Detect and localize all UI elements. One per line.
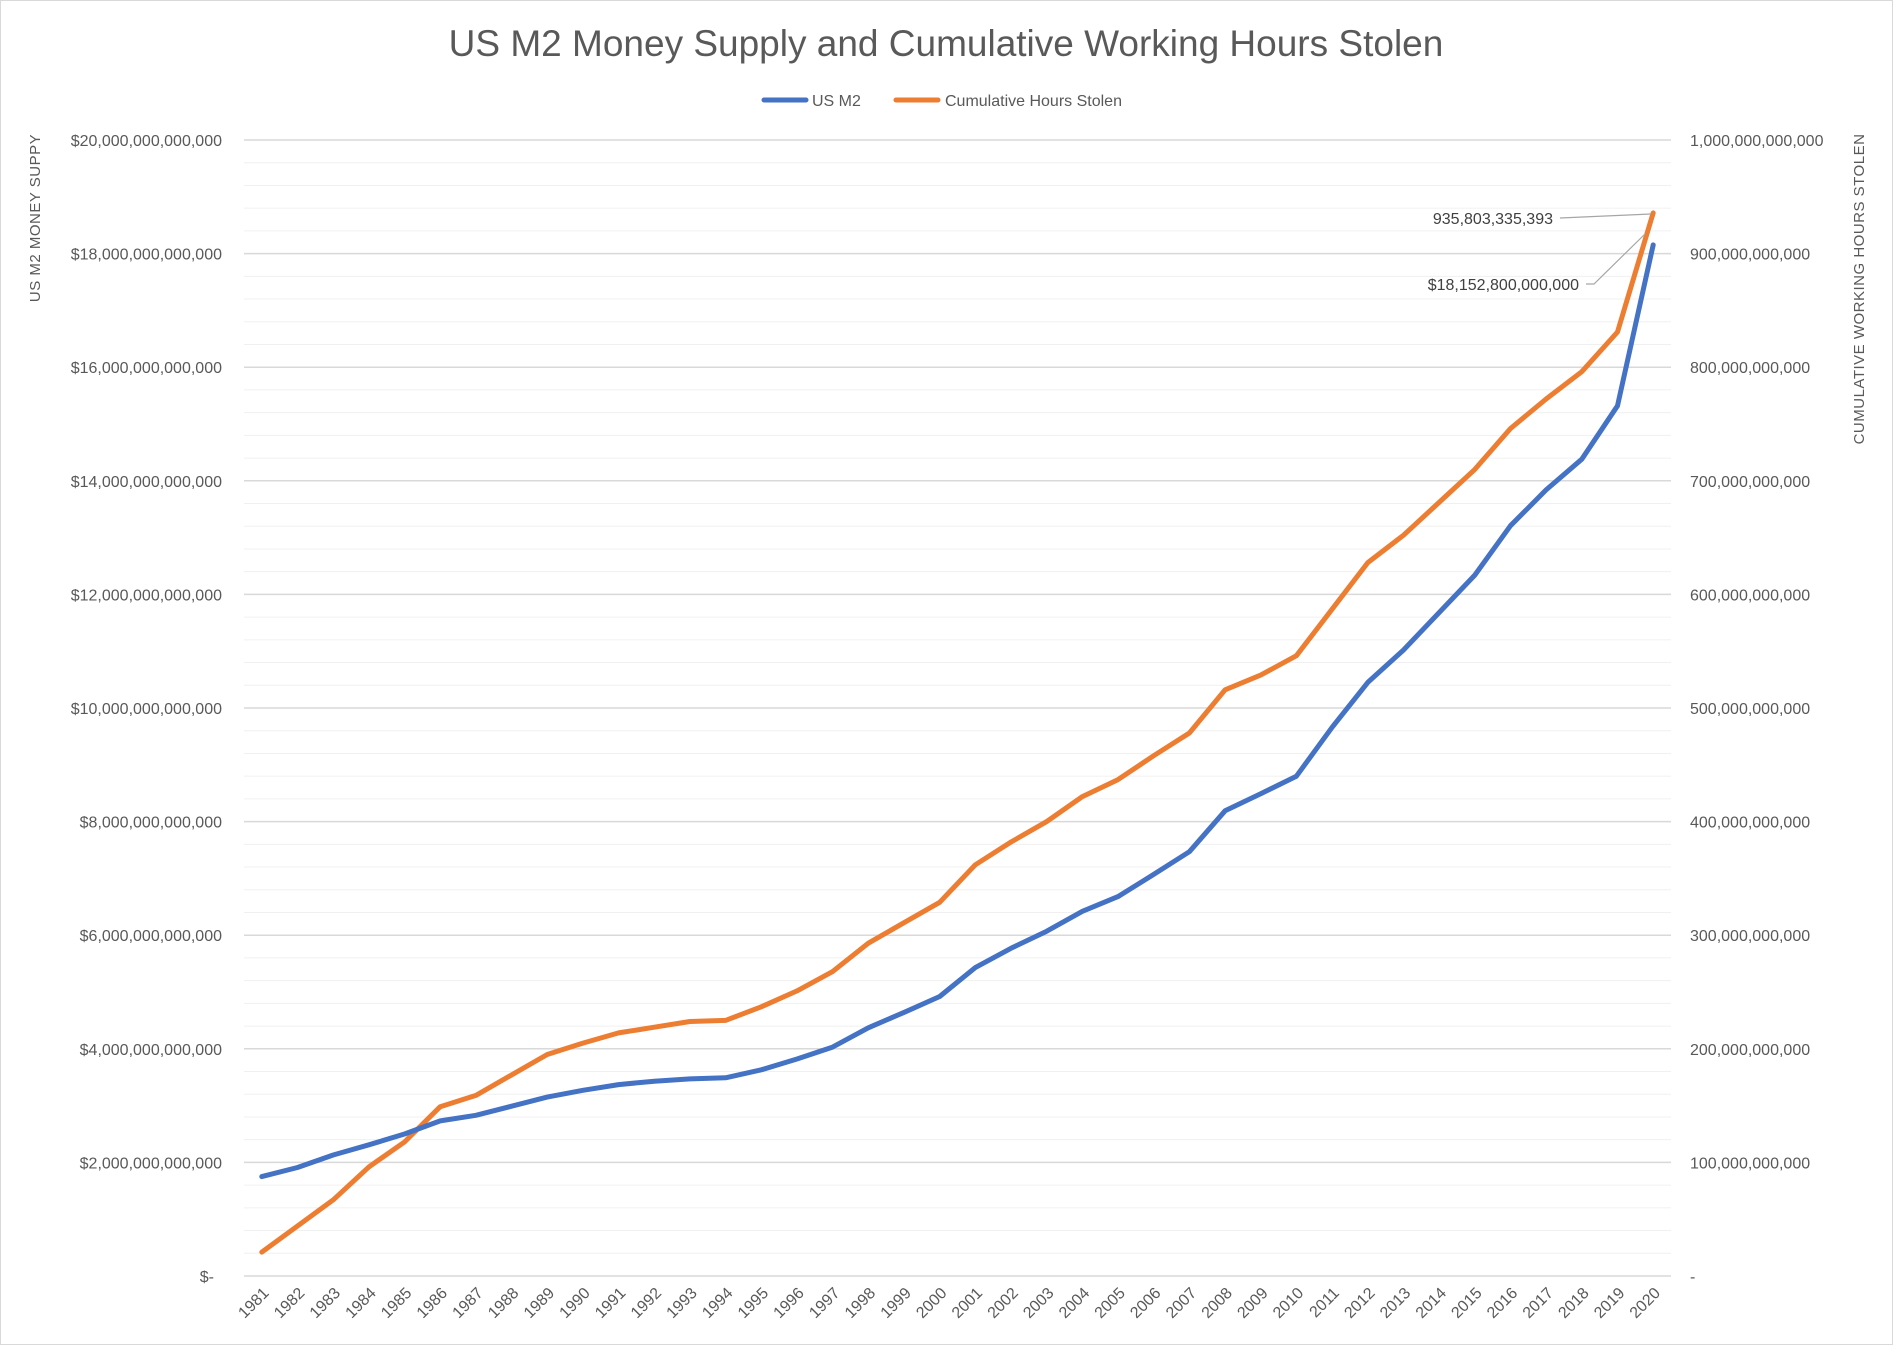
y2-tick-label: 600,000,000,000	[1690, 587, 1810, 604]
gridlines	[244, 139, 1671, 1277]
y-tick-label: $16,000,000,000,000	[71, 360, 222, 377]
y2-tick-label: 700,000,000,000	[1690, 474, 1810, 491]
legend-label-hours: Cumulative Hours Stolen	[945, 93, 1122, 110]
y-tick-label: $6,000,000,000,000	[80, 928, 222, 945]
y-axis-right-title: CUMULATIVE WORKING HOURS STOLEN	[1851, 134, 1868, 445]
y-tick-label: $8,000,000,000,000	[80, 815, 222, 832]
data-labels: 935,803,335,393 $18,152,800,000,000	[1428, 211, 1652, 294]
series-line-us-m2	[259, 242, 1656, 1180]
series-lines	[259, 210, 1656, 1255]
leader-line-hours	[1559, 213, 1652, 219]
y-axis-right: - 100,000,000,000 200,000,000,000 300,000,0…	[1690, 133, 1824, 1286]
y-axis-left: $- $2,000,000,000,000 $4,000,000,000,000 $6…	[71, 133, 222, 1286]
data-label-m2-2020: $18,152,800,000,000	[1428, 277, 1579, 294]
y-tick-label: $4,000,000,000,000	[80, 1042, 222, 1059]
y-tick-label: $20,000,000,000,000	[71, 133, 222, 150]
y-tick-label: $18,000,000,000,000	[71, 247, 222, 264]
y-tick-label: $2,000,000,000,000	[80, 1155, 222, 1172]
y2-tick-label: 800,000,000,000	[1690, 360, 1810, 377]
y-axis-left-title: US M2 MONEY SUPPY	[27, 134, 44, 302]
y2-tick-label: 900,000,000,000	[1690, 247, 1810, 264]
y2-tick-label: 500,000,000,000	[1690, 701, 1810, 718]
y2-tick-label: 200,000,000,000	[1690, 1042, 1810, 1059]
y2-tick-label: 300,000,000,000	[1690, 928, 1810, 945]
y2-tick-label: -	[1690, 1269, 1695, 1286]
chart-title: US M2 Money Supply and Cumulative Workin…	[449, 23, 1444, 64]
data-label-hours-2020: 935,803,335,393	[1433, 211, 1553, 228]
y2-tick-label: 400,000,000,000	[1690, 815, 1810, 832]
y-tick-label: $14,000,000,000,000	[71, 474, 222, 491]
y2-tick-label: 1,000,000,000,000	[1690, 133, 1824, 150]
legend: US M2 Cumulative Hours Stolen	[761, 93, 1122, 110]
leader-line-m2	[1586, 233, 1646, 285]
y2-tick-label: 100,000,000,000	[1690, 1155, 1810, 1172]
series-line-cumulative-hours-stolen	[259, 210, 1656, 1255]
y-tick-label: $-	[200, 1269, 214, 1286]
legend-label-us-m2: US M2	[812, 93, 861, 110]
y-tick-label: $10,000,000,000,000	[71, 701, 222, 718]
y-tick-label: $12,000,000,000,000	[71, 587, 222, 604]
